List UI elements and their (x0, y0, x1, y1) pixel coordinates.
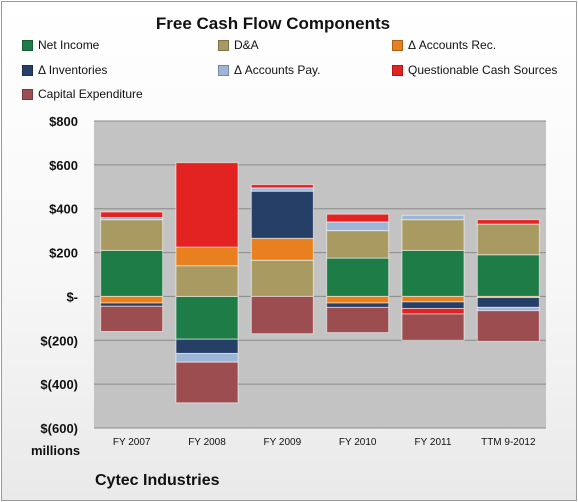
legend-item: Δ Accounts Rec. (392, 38, 496, 52)
bar-segment (401, 219, 465, 251)
legend-swatch (392, 64, 403, 76)
y-tick-label: $- (66, 289, 78, 304)
bar-segment (100, 219, 164, 251)
bar-segment (100, 305, 164, 333)
legend-swatch (22, 39, 33, 51)
bar-segment (476, 297, 540, 308)
x-tick-label: FY 2011 (415, 437, 452, 448)
bar-segment (326, 230, 390, 259)
bar-segment (476, 254, 540, 297)
x-tick-label: FY 2009 (264, 437, 302, 448)
legend-label: D&A (234, 38, 259, 52)
bar-segment (175, 338, 239, 354)
y-tick-label: $600 (49, 158, 78, 173)
bar-segment (175, 246, 239, 267)
bar-segment (326, 213, 390, 223)
legend-item: Questionable Cash Sources (392, 63, 557, 77)
bar-segment (100, 295, 164, 304)
bar-segment (326, 302, 390, 308)
bar-segment (476, 310, 540, 342)
legend-item: D&A (218, 38, 259, 52)
legend-swatch (218, 39, 229, 51)
bar-segment (326, 295, 390, 304)
unit-label: millions (31, 443, 81, 458)
bar-segment (401, 214, 465, 221)
legend-label: Questionable Cash Sources (408, 63, 558, 77)
bar-segment (175, 162, 239, 248)
legend-swatch (218, 64, 229, 76)
legend-item: Net Income (22, 38, 99, 52)
legend-swatch (22, 88, 33, 100)
bar-segment (100, 249, 164, 297)
legend-swatch (392, 39, 403, 51)
x-tick-label: TTM 9-2012 (481, 437, 536, 448)
y-tick-label: $(600) (40, 421, 78, 436)
y-tick-label: $200 (49, 246, 78, 261)
y-tick-label: $(200) (40, 333, 78, 348)
bar-segment (326, 306, 390, 334)
legend-swatch (22, 64, 33, 76)
bar-segment (401, 295, 465, 303)
y-tick-label: $(400) (40, 377, 78, 392)
bar-segment (175, 361, 239, 404)
bar-segment (401, 313, 465, 341)
bar-segment (401, 307, 465, 315)
legend-label: Capital Expenditure (38, 87, 143, 101)
bar-segment (100, 211, 164, 218)
chart-title: Free Cash Flow Components (155, 14, 391, 33)
legend-label: Net Income (38, 38, 100, 52)
bar-segment (326, 221, 390, 232)
bar-segment (250, 190, 314, 239)
legend-label: Δ Accounts Pay. (234, 63, 321, 77)
legend-item: Δ Inventories (22, 63, 107, 77)
y-tick-label: $800 (49, 114, 78, 129)
footer-company: Cytec Industries (95, 472, 220, 489)
bar-segment (250, 184, 314, 189)
bar-segment (175, 352, 239, 363)
x-tick-label: FY 2007 (113, 437, 151, 448)
x-tick-label: FY 2008 (188, 437, 226, 448)
legend-item: Capital Expenditure (22, 87, 143, 101)
bar-segment (401, 301, 465, 309)
bar-segment (250, 259, 314, 297)
legend-item: Δ Accounts Pay. (218, 63, 321, 77)
bar-segment (326, 257, 390, 297)
bar-segment (476, 219, 540, 225)
x-tick-label: FY 2010 (339, 437, 377, 448)
bar-segment (401, 249, 465, 297)
plot-area (94, 121, 546, 428)
y-tick-label: $400 (49, 202, 78, 217)
bar-segment (175, 265, 239, 297)
bar-segment (476, 223, 540, 256)
legend-label: Δ Inventories (38, 63, 108, 77)
bar-segment (250, 237, 314, 261)
bar-segment (175, 295, 239, 340)
legend-label: Δ Accounts Rec. (408, 38, 497, 52)
bar-segment (250, 295, 314, 335)
